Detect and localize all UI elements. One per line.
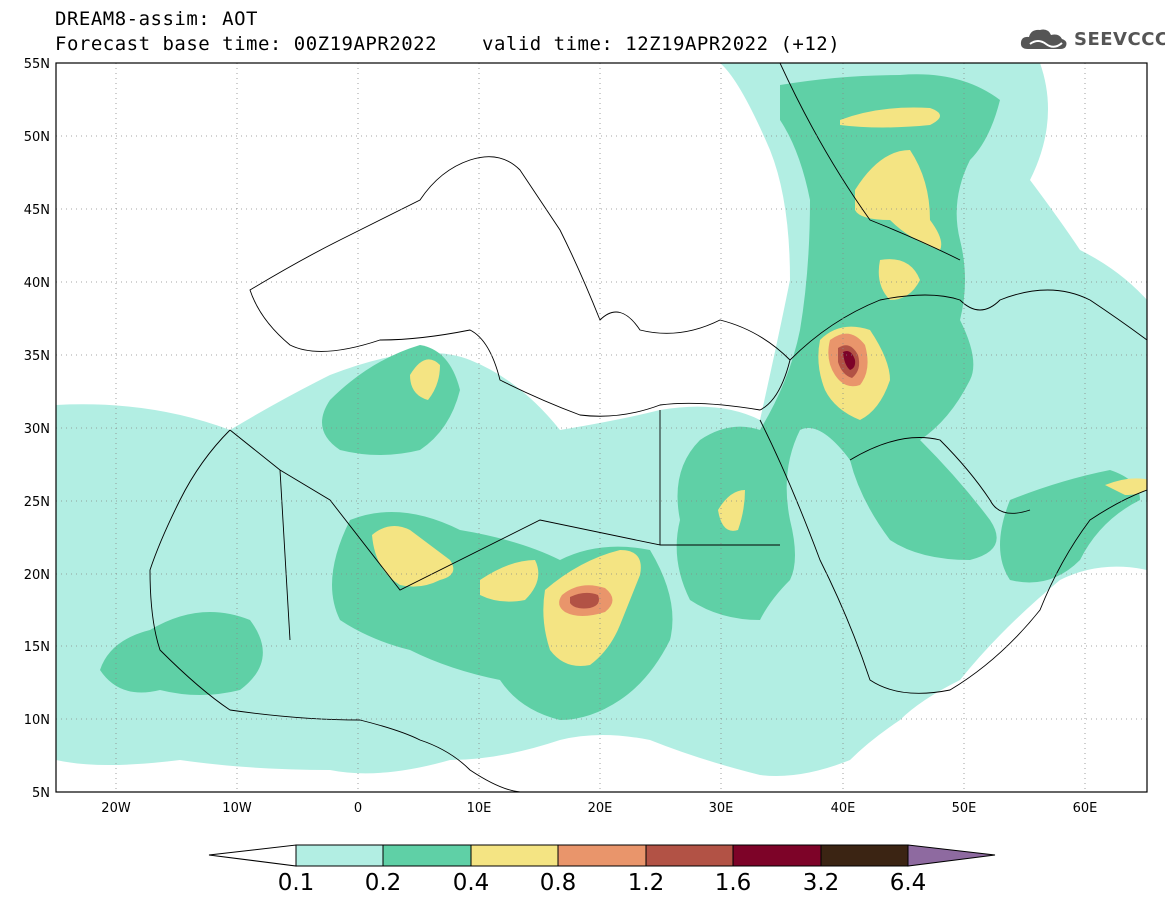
lon-label: 10W — [222, 801, 252, 816]
lat-label: 15N — [24, 640, 50, 655]
graticule — [56, 63, 1147, 792]
colorbar — [208, 844, 996, 867]
lat-label: 50N — [24, 130, 50, 145]
colorbar-bin — [470, 844, 559, 867]
colorbar-under-triangle — [208, 844, 297, 867]
colorbar-label: 0.2 — [364, 870, 402, 896]
latitude-labels: 55N 50N 45N 40N 35N 30N 25N 20N 15N 10N … — [24, 57, 50, 801]
aot-level-1.6 — [843, 351, 856, 370]
logo-text: SEEVCCC — [1074, 28, 1165, 50]
colorbar-bin — [732, 844, 822, 867]
colorbar-bin — [645, 844, 734, 867]
colorbar-label: 0.4 — [452, 870, 490, 896]
colorbar-bin — [820, 844, 909, 867]
colorbar-label: 0.1 — [277, 870, 315, 896]
lat-label: 10N — [24, 713, 50, 728]
lon-label: 40E — [831, 801, 856, 816]
colorbar-label: 6.4 — [889, 870, 927, 896]
colorbar-label: 0.8 — [539, 870, 577, 896]
lat-label: 5N — [32, 786, 50, 801]
map-frame — [55, 62, 1148, 793]
longitude-labels: 20W 10W 0 10E 20E 30E 40E 50E 60E — [101, 801, 1097, 816]
colorbar-label: 3.2 — [802, 870, 840, 896]
lat-label: 25N — [24, 495, 50, 510]
coastlines — [149, 63, 1147, 792]
forecast-base-time: Forecast base time: 00Z19APR2022 — [55, 33, 438, 55]
lat-label: 20N — [24, 568, 50, 583]
lat-label: 45N — [24, 203, 50, 218]
valid-time: valid time: 12Z19APR2022 (+12) — [482, 33, 841, 55]
aot-field — [56, 63, 1147, 776]
colorbar-bin — [557, 844, 647, 867]
cloud-logo-icon — [1020, 29, 1067, 49]
lon-label: 20E — [588, 801, 613, 816]
lon-label: 0 — [354, 801, 362, 816]
lon-label: 60E — [1073, 801, 1098, 816]
map-title: DREAM8-assim: AOT — [55, 8, 258, 30]
lon-label: 10E — [467, 801, 492, 816]
colorbar-label: 1.2 — [627, 870, 665, 896]
lon-label: 30E — [709, 801, 734, 816]
colorbar-over-triangle — [907, 844, 996, 867]
lon-label: 50E — [952, 801, 977, 816]
colorbar-bin — [295, 844, 384, 867]
lon-label: 20W — [101, 801, 131, 816]
lat-label: 55N — [24, 57, 50, 72]
lat-label: 35N — [24, 349, 50, 364]
lat-label: 30N — [24, 422, 50, 437]
seevccc-logo: SEEVCCC — [1018, 24, 1165, 54]
lat-label: 40N — [24, 276, 50, 291]
colorbar-label: 1.6 — [714, 870, 752, 896]
colorbar-bin — [382, 844, 472, 867]
